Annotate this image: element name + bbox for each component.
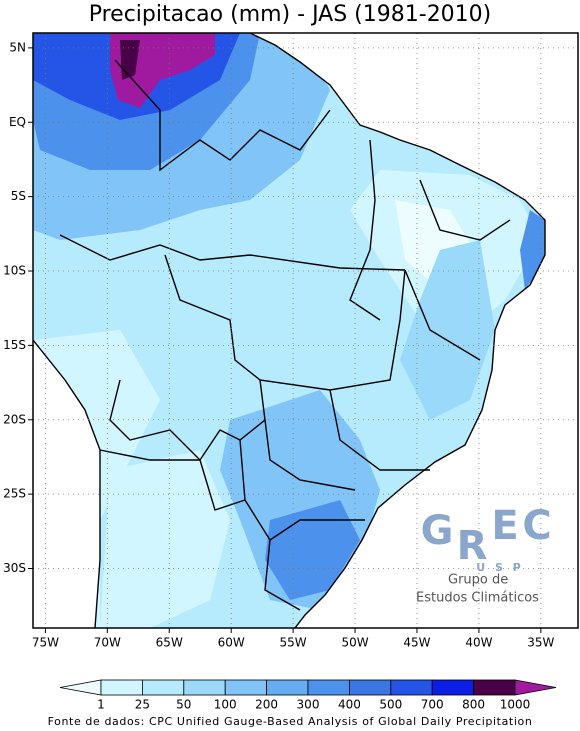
y-tick-label: 25S (3, 487, 26, 501)
y-tick-label: 5S (11, 189, 26, 203)
graticule (33, 33, 578, 628)
colorbar-segment (473, 679, 516, 696)
colorbar-label: 700 (421, 698, 444, 712)
colorbar-label: 25 (135, 698, 150, 712)
colorbar-segment (100, 679, 143, 696)
colorbar-segment (224, 679, 267, 696)
colorbar-segment (514, 679, 557, 696)
x-tick-label: 45W (403, 636, 430, 650)
logo-letter: R (457, 523, 488, 569)
colorbar-segment (390, 679, 433, 696)
colorbar-segment (266, 679, 309, 696)
colorbar-label: 500 (379, 698, 402, 712)
x-tick-label: 60W (218, 636, 245, 650)
logo-subtitle: U S P (476, 561, 524, 574)
y-tick-label: 30S (3, 561, 26, 575)
colorbar-segment (307, 679, 350, 696)
borders (33, 33, 546, 628)
x-tick-label: 35W (527, 636, 554, 650)
colorbar-label: 200 (255, 698, 278, 712)
colorbar-segment (348, 679, 392, 696)
colorbar-label: 50 (176, 698, 191, 712)
logo: U S P Grupo de Estudos Climáticos (416, 561, 539, 606)
map-ticks: 75W 70W 65W 60W 55W 50W 45W 40W 35W 5N EQ 5S 10S 15S 2… (3, 40, 554, 649)
colorbar-label: 800 (462, 698, 485, 712)
x-tick-label: 75W (32, 636, 59, 650)
y-tick-label: EQ (9, 115, 26, 129)
colorbar-label: 1 (97, 698, 105, 712)
logo-line: Grupo de (448, 573, 508, 588)
logo-line: Estudos Climáticos (416, 591, 539, 606)
y-tick-label: 10S (3, 264, 26, 278)
x-tick-label: 65W (156, 636, 183, 650)
x-tick-label: 50W (341, 636, 368, 650)
map-frame (32, 32, 579, 629)
x-tick-label: 55W (280, 636, 307, 650)
logo-letter: E (491, 503, 518, 549)
colorbar-segment (183, 679, 226, 696)
logo-letter: C (522, 503, 551, 549)
colorbar-label: 400 (338, 698, 361, 712)
x-tick-label: 70W (94, 636, 121, 650)
colorbar-segment (59, 679, 102, 696)
colorbar-label: 1000 (500, 698, 531, 712)
colorbar-label: 300 (297, 698, 320, 712)
x-tick-label: 40W (465, 636, 492, 650)
y-tick-label: 15S (3, 338, 26, 352)
y-tick-label: 5N (9, 40, 26, 54)
colorbar-segment (431, 679, 475, 696)
colorbar-segment (141, 679, 185, 696)
colorbar: 1 25 50 100 200 300 400 500 700 800 1000 (59, 679, 557, 712)
source: Fonte de dados: CPC Unified Gauge-Based … (48, 715, 533, 728)
title: Precipitacao (mm) - JAS (1981-2010) (89, 2, 492, 27)
y-tick-label: 20S (3, 412, 26, 426)
logo-letter: G (421, 508, 454, 554)
colorbar-label: 100 (214, 698, 237, 712)
